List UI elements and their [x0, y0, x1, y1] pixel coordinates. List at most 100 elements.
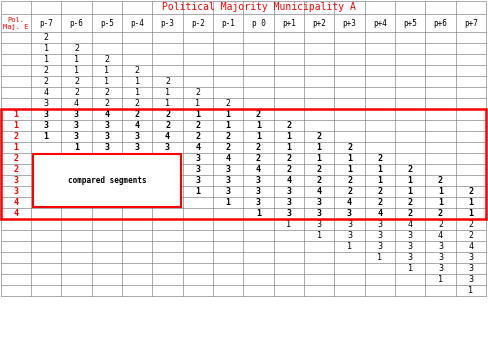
Text: 2: 2	[135, 110, 140, 119]
Text: 3: 3	[256, 176, 261, 185]
Text: 1: 1	[407, 176, 413, 185]
Text: 2: 2	[43, 66, 49, 75]
Text: 2: 2	[347, 143, 352, 152]
Text: 1: 1	[14, 143, 19, 152]
Text: 1: 1	[104, 154, 109, 163]
Text: p+6: p+6	[433, 19, 447, 27]
Text: 1: 1	[377, 165, 382, 174]
Bar	[1, 109, 486, 219]
Text: 4: 4	[43, 88, 49, 97]
Text: 2: 2	[407, 165, 413, 174]
Text: p-1: p-1	[221, 19, 235, 27]
Text: 3: 3	[468, 253, 473, 262]
Text: 1: 1	[104, 66, 109, 75]
Text: 2: 2	[225, 143, 231, 152]
Text: 3: 3	[317, 220, 322, 229]
Text: 2: 2	[104, 99, 109, 108]
Text: 1: 1	[256, 209, 261, 218]
Text: 3: 3	[377, 220, 382, 229]
Text: 2: 2	[14, 154, 19, 163]
Text: 2: 2	[195, 88, 201, 97]
Text: p-5: p-5	[100, 19, 114, 27]
Text: 2: 2	[407, 198, 413, 207]
Text: 4: 4	[468, 242, 473, 251]
Text: 3: 3	[43, 110, 49, 119]
Text: 3: 3	[165, 154, 170, 163]
Text: 1: 1	[468, 209, 473, 218]
Text: 3: 3	[407, 231, 413, 240]
Text: 2: 2	[317, 132, 322, 141]
Text: p+3: p+3	[343, 19, 356, 27]
Text: 3: 3	[438, 264, 443, 273]
Text: 2: 2	[43, 33, 49, 42]
Text: 2: 2	[468, 231, 473, 240]
Text: 2: 2	[165, 121, 170, 130]
Text: 1: 1	[74, 66, 79, 75]
Text: 1: 1	[195, 110, 201, 119]
Text: 4: 4	[347, 198, 352, 207]
Text: 1: 1	[347, 165, 352, 174]
Text: 2: 2	[135, 66, 140, 75]
Bar	[33, 154, 181, 207]
Text: 4: 4	[74, 99, 79, 108]
Text: 3: 3	[74, 121, 79, 130]
Text: 1: 1	[317, 143, 322, 152]
Text: 2: 2	[286, 165, 291, 174]
Text: 3: 3	[407, 253, 413, 262]
Text: 2: 2	[286, 121, 291, 130]
Text: 4: 4	[14, 209, 19, 218]
Text: 3: 3	[14, 187, 19, 196]
Text: 1: 1	[377, 176, 382, 185]
Text: Political Majority Municipality A: Political Majority Municipality A	[162, 2, 355, 13]
Text: 3: 3	[286, 198, 291, 207]
Text: 1: 1	[286, 220, 291, 229]
Text: 3: 3	[256, 198, 261, 207]
Text: 4: 4	[225, 154, 231, 163]
Text: 2: 2	[104, 88, 109, 97]
Text: 2: 2	[377, 187, 382, 196]
Text: 1: 1	[438, 275, 443, 284]
Text: 2: 2	[317, 176, 322, 185]
Text: 3: 3	[165, 165, 170, 174]
Text: 3: 3	[438, 253, 443, 262]
Text: 3: 3	[195, 154, 201, 163]
Text: 2: 2	[317, 165, 322, 174]
Text: 2: 2	[377, 198, 382, 207]
Text: 2: 2	[74, 77, 79, 86]
Text: 1: 1	[256, 121, 261, 130]
Text: 1: 1	[165, 88, 170, 97]
Text: 1: 1	[377, 253, 382, 262]
Text: 4: 4	[165, 132, 170, 141]
Text: 2: 2	[14, 132, 19, 141]
Text: 3: 3	[317, 209, 322, 218]
Text: 2: 2	[347, 176, 352, 185]
Text: 1: 1	[135, 88, 140, 97]
Text: 1: 1	[225, 110, 231, 119]
Text: 4: 4	[377, 209, 382, 218]
Text: 3: 3	[347, 220, 352, 229]
Text: 2: 2	[165, 110, 170, 119]
Text: p-4: p-4	[130, 19, 144, 27]
Text: p 0: p 0	[251, 19, 265, 27]
Text: 3: 3	[225, 187, 231, 196]
Text: 1: 1	[135, 165, 140, 174]
Text: 1: 1	[195, 99, 201, 108]
Text: 2: 2	[165, 77, 170, 86]
Text: 2: 2	[438, 176, 443, 185]
Text: 2: 2	[407, 209, 413, 218]
Text: 4: 4	[317, 187, 322, 196]
Text: 3: 3	[43, 121, 49, 130]
Text: 1: 1	[407, 264, 413, 273]
Text: 1: 1	[317, 231, 322, 240]
Text: 1: 1	[225, 121, 231, 130]
Text: 2: 2	[195, 132, 201, 141]
Text: p+1: p+1	[282, 19, 296, 27]
Text: 3: 3	[195, 176, 201, 185]
Text: 2: 2	[256, 143, 261, 152]
Text: 3: 3	[43, 99, 49, 108]
Text: 1: 1	[468, 286, 473, 295]
Text: 2: 2	[195, 121, 201, 130]
Text: 1: 1	[165, 99, 170, 108]
Text: 3: 3	[165, 143, 170, 152]
Text: 1: 1	[347, 154, 352, 163]
